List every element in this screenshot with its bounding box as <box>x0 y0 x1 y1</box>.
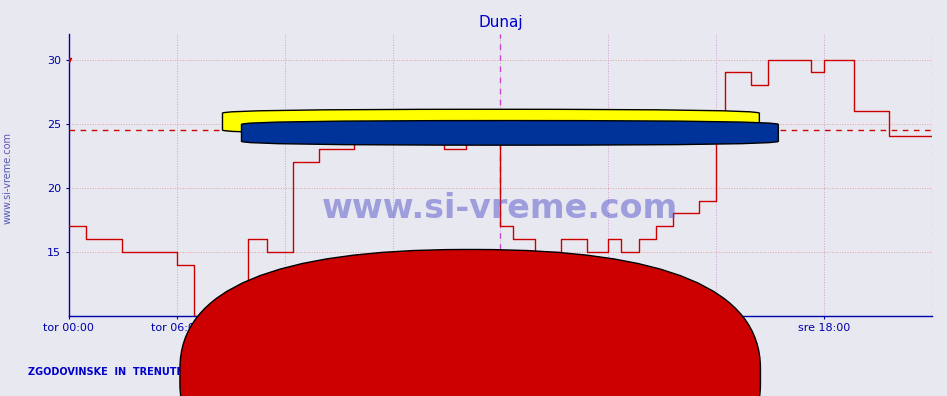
Text: www.si-vreme.com: www.si-vreme.com <box>3 132 12 224</box>
FancyBboxPatch shape <box>241 120 778 145</box>
FancyBboxPatch shape <box>223 109 759 134</box>
Legend: temperatura [C]: temperatura [C] <box>456 356 586 375</box>
Text: ZGODOVINSKE  IN  TRENUTNE  VREDNOSTI: ZGODOVINSKE IN TRENUTNE VREDNOSTI <box>28 367 261 377</box>
Title: Dunaj: Dunaj <box>478 15 523 30</box>
Text: www.si-vreme.com: www.si-vreme.com <box>322 192 679 225</box>
